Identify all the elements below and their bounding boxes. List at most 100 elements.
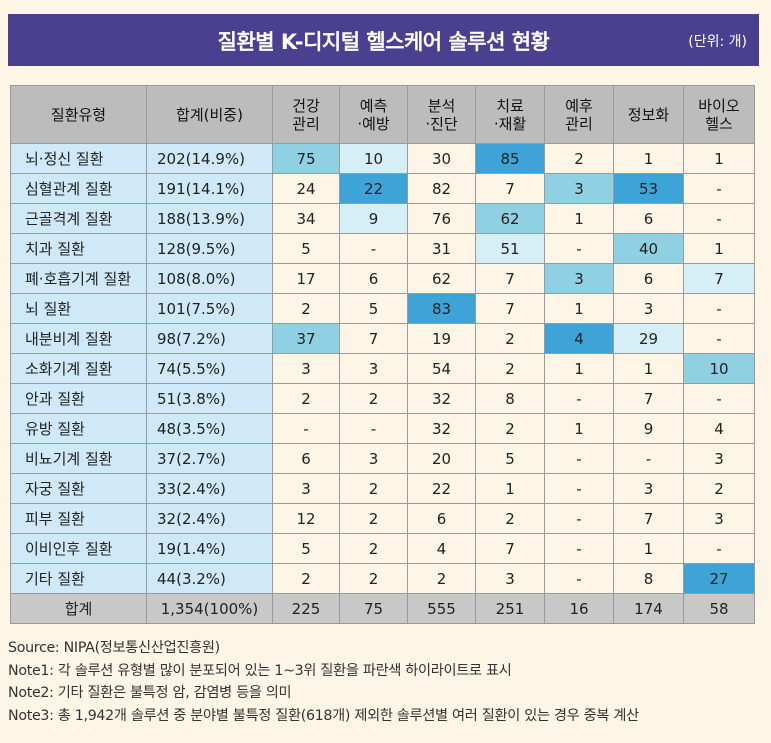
table-row: 폐·호흡기계 질환 108(8.0%) 17 6 62 7 3 6 7: [10, 263, 755, 294]
table-cell: 24: [272, 173, 340, 204]
table-cell: 5: [272, 533, 340, 564]
table-cell: 2: [475, 503, 545, 534]
table-cell: 1: [613, 143, 684, 174]
table-cell: 225: [272, 593, 340, 624]
row-label: 심혈관계 질환: [10, 173, 147, 204]
table-cell: 22: [407, 473, 476, 504]
table-cell: 555: [407, 593, 476, 624]
table-cell: 3: [475, 563, 545, 594]
column-header: 예측 ·예방: [339, 85, 408, 144]
table-cell: 3: [339, 353, 408, 384]
table-cell: 32: [407, 383, 476, 414]
row-label: 합계: [10, 593, 147, 624]
row-label: 안과 질환: [10, 383, 147, 414]
row-label: 폐·호흡기계 질환: [10, 263, 147, 294]
column-header: 건강 관리: [272, 85, 340, 144]
table-cell: 4: [407, 533, 476, 564]
table-cell: 3: [339, 443, 408, 474]
table-cell: 76: [407, 203, 476, 234]
table-cell: 20: [407, 443, 476, 474]
table-cell: 2: [475, 413, 545, 444]
note-1: Note1: 각 솔루션 유형별 많이 분포되어 있는 1~3위 질환을 파란색…: [8, 662, 512, 679]
column-header: 정보화: [613, 85, 684, 144]
table-cell: 1: [544, 413, 614, 444]
note-source: Source: NIPA(정보통신산업진흥원): [8, 640, 220, 656]
table-cell: -: [544, 503, 614, 534]
unit-label: (단위: 개): [688, 34, 747, 50]
table-cell: 1: [544, 353, 614, 384]
row-total: 37(2.7%): [146, 443, 273, 474]
table-cell: -: [544, 443, 614, 474]
table-row: 안과 질환 51(3.8%) 2 2 32 8-7-: [10, 383, 755, 414]
table-row: 근골격계 질환 188(13.9%) 34 9 76 62 1 6-: [10, 203, 755, 234]
table-cell: 29: [613, 323, 684, 354]
table-cell: 2: [339, 533, 408, 564]
page-title: 질환별 K-디지털 헬스케어 솔루션 현황: [217, 30, 550, 54]
table-cell: 2: [339, 383, 408, 414]
table-cell: 7: [613, 503, 684, 534]
note-2: Note2: 기타 질환은 불특정 암, 감염병 등을 의미: [8, 685, 292, 701]
table-cell: 1: [683, 143, 755, 174]
table-cell: -: [683, 533, 755, 564]
table-cell: 30: [407, 143, 476, 174]
table-row: 기타 질환 44(3.2%) 2 2 2 3-8 27: [10, 563, 755, 594]
table-cell: 251: [475, 593, 545, 624]
table-cell: 2: [272, 293, 340, 324]
table-cell: 4: [683, 413, 755, 444]
row-label: 비뇨기계 질환: [10, 443, 147, 474]
table-cell: -: [683, 203, 755, 234]
table-cell: 83: [407, 293, 476, 324]
table-cell: 19: [407, 323, 476, 354]
table-cell: 1: [544, 293, 614, 324]
table-row: 이비인후 질환 19(1.4%) 5 2 4 7-1-: [10, 533, 755, 564]
table-row: 뇌·정신 질환 202(14.9%) 75 10 30 85 2 1 1: [10, 143, 755, 174]
table-cell: 51: [475, 233, 545, 264]
table-cell: 2: [475, 353, 545, 384]
table-cell: 31: [407, 233, 476, 264]
table-cell: 2: [683, 473, 755, 504]
table-row: 내분비계 질환 98(7.2%) 37 7 19 2 4 29-: [10, 323, 755, 354]
table-cell: -: [339, 413, 408, 444]
row-total: 33(2.4%): [146, 473, 273, 504]
row-label: 내분비계 질환: [10, 323, 147, 354]
table-cell: 17: [272, 263, 340, 294]
row-label: 기타 질환: [10, 563, 147, 594]
table-cell: 9: [339, 203, 408, 234]
table-cell: -: [683, 173, 755, 204]
table-cell: 32: [407, 413, 476, 444]
table-cell: 5: [475, 443, 545, 474]
table-cell: 9: [613, 413, 684, 444]
table-cell: 2: [475, 323, 545, 354]
table-row: 뇌 질환 101(7.5%) 2 5 83 7 1 3-: [10, 293, 755, 324]
table-row: 유방 질환 48(3.5%) - -32 2 1 9 4: [10, 413, 755, 444]
row-total: 32(2.4%): [146, 503, 273, 534]
table-cell: -: [613, 443, 684, 474]
table-cell: 1: [683, 233, 755, 264]
table-cell: 85: [475, 143, 545, 174]
row-total: 202(14.9%): [146, 143, 273, 174]
table-cell: -: [339, 233, 408, 264]
table-cell: -: [544, 563, 614, 594]
table-header-row: 질환유형 합계(비중) 건강 관리 예측 ·예방 분석 ·진단 치료 ·재활 예후 관리 정보화 바이오 헬…: [10, 85, 755, 144]
table-cell: 37: [272, 323, 340, 354]
note-3: Note3: 총 1,942개 솔루션 중 분야별 불특정 질환(618개) 제…: [8, 707, 639, 724]
row-label: 뇌 질환: [10, 293, 147, 324]
row-label: 뇌·정신 질환: [10, 143, 147, 174]
row-total: 128(9.5%): [146, 233, 273, 264]
row-total: 188(13.9%): [146, 203, 273, 234]
table-cell: 7: [475, 533, 545, 564]
row-label: 근골격계 질환: [10, 203, 147, 234]
table-row: 자궁 질환 33(2.4%) 3 2 22 1-3 2: [10, 473, 755, 504]
column-header: 분석 ·진단: [407, 85, 476, 144]
table-cell: 7: [683, 263, 755, 294]
table-cell: 2: [272, 383, 340, 414]
table-cell: 2: [407, 563, 476, 594]
row-total: 74(5.5%): [146, 353, 273, 384]
table-cell: 16: [544, 593, 614, 624]
column-header: 질환유형: [10, 85, 147, 144]
table-cell: 2: [544, 143, 614, 174]
table-cell: 2: [272, 563, 340, 594]
table-cell: 54: [407, 353, 476, 384]
table-cell: 10: [683, 353, 755, 384]
row-total: 44(3.2%): [146, 563, 273, 594]
